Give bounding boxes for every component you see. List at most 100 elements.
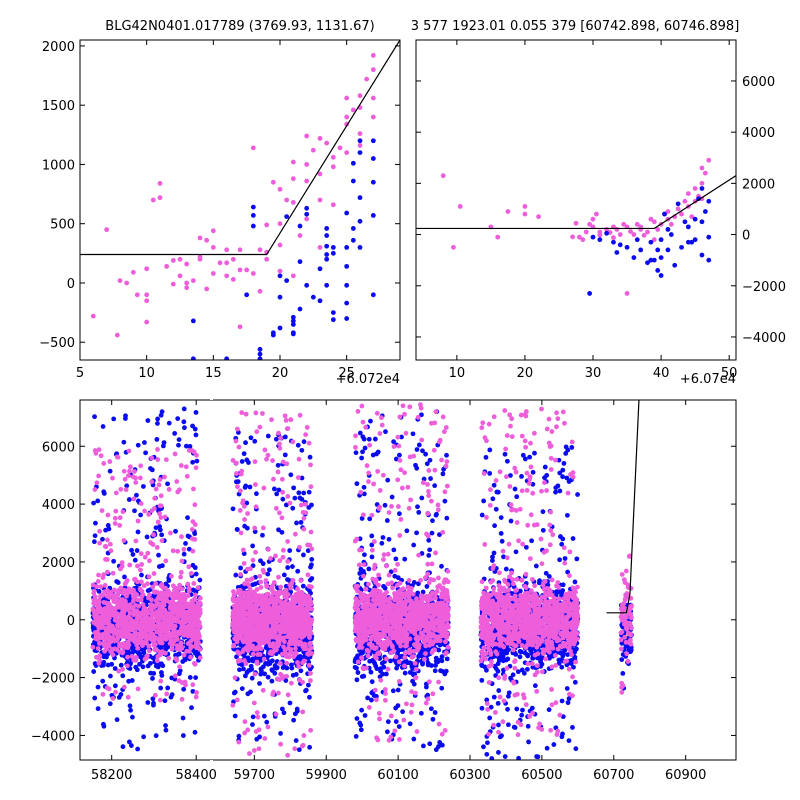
point-series_a [302,628,308,634]
point-series_a [285,692,291,698]
point-series_a [127,632,133,638]
point-series_b [295,442,301,448]
point-series_a [139,630,145,636]
point-series_a-74 [344,114,350,120]
point-series_a [254,429,260,435]
point-series_a [307,596,313,601]
point-series_a [145,581,150,587]
point-series_a [238,618,244,624]
point-series_a-81 [357,143,363,148]
point-series_b [149,467,155,473]
point-series_a [108,592,114,597]
point-series_b [250,722,255,727]
point-series_a [242,730,248,736]
point-series_a [112,521,118,526]
point-series_a [293,650,299,656]
point-series_a [242,517,247,522]
point-series_a [196,606,202,612]
point-series_a-11 [577,234,582,240]
point-series_a [306,647,312,653]
x-tick-label: 40 [653,366,670,381]
point-series_b [112,666,118,671]
point-series_a [105,537,110,543]
panel-zoom-left: BLG42N0401.017789 (3769.93, 1131.67) 5 10… [39,19,401,387]
point-series_b [382,502,388,508]
point-series_a [308,462,313,468]
point-series_b [92,533,98,539]
point-series_a [262,447,268,453]
point-series_a [179,558,185,564]
point-series_a [245,641,251,646]
point-series_a [187,601,193,607]
point-series_a-24 [197,256,203,262]
point-series_b [107,701,113,707]
point-series_b [176,671,182,677]
point-series_a-0 [90,313,96,319]
point-series_a [301,616,306,622]
point-series_a [173,656,179,662]
point-series_a [232,620,238,626]
point-series_a [278,625,284,630]
point-series_a [273,595,279,601]
point-series_a [92,487,98,492]
point-series_a [277,510,282,516]
point-series_b [114,579,120,584]
point-series_b-58 [370,156,376,161]
point-series_a [300,709,306,715]
point-series_b-50 [350,160,356,166]
point-series_b [261,713,267,719]
point-series_a-55 [290,273,296,279]
panel-full-lightcurve: 58200 58400 59700 59900 60100 60300 60500 60700… [31,396,737,783]
point-series_a [155,654,161,659]
point-series_a [292,606,298,612]
point-series_b [309,502,314,508]
point-series_a [297,627,303,633]
point-series_a [130,626,136,632]
point-series_a [158,515,164,520]
point-series_a [124,663,130,669]
point-series_a-52 [277,186,283,192]
point-series_b [192,729,198,735]
point-series_a [265,591,271,597]
point-series_b [294,520,299,526]
point-series_a-53 [692,186,698,191]
point-series_a [150,584,156,590]
point-series_b [180,715,186,721]
point-series_a-67 [317,197,323,203]
y-tick-label: 0 [742,229,750,244]
x-tick-label: 20 [517,366,534,381]
point-series_a [145,550,151,556]
point-series_b [166,420,172,426]
point-series_a [275,606,281,612]
point-series_a [137,475,143,481]
point-series_b-60 [370,213,376,218]
point-series_b [182,425,187,431]
point-series_b [266,567,272,573]
point-series_a [278,741,284,747]
point-series_a [293,641,298,647]
point-series_b-20 [662,211,667,217]
point-series_a [271,580,277,585]
point-series_b [369,533,375,539]
point-series_a-49 [277,242,283,248]
point-series_b-36 [699,186,705,191]
point-series_a [308,630,314,636]
point-series_a [265,452,271,458]
point-series_a-27 [204,286,210,292]
point-series_a [252,631,257,636]
point-series_a [100,691,106,697]
point-series_a-43 [257,247,263,253]
point-series_a [285,752,291,758]
point-series_a [154,658,160,664]
point-series_b [126,598,132,603]
point-series_a [258,585,264,590]
point-series_b [353,733,359,739]
point-series_a [250,557,256,563]
point-series_a [132,592,138,598]
point-series_b-43 [344,210,350,216]
y-tick-label: 4000 [742,126,775,141]
point-series_a [177,487,182,493]
point-series_a [157,503,163,509]
point-series_a [248,616,253,622]
point-series_b-26 [679,244,684,250]
